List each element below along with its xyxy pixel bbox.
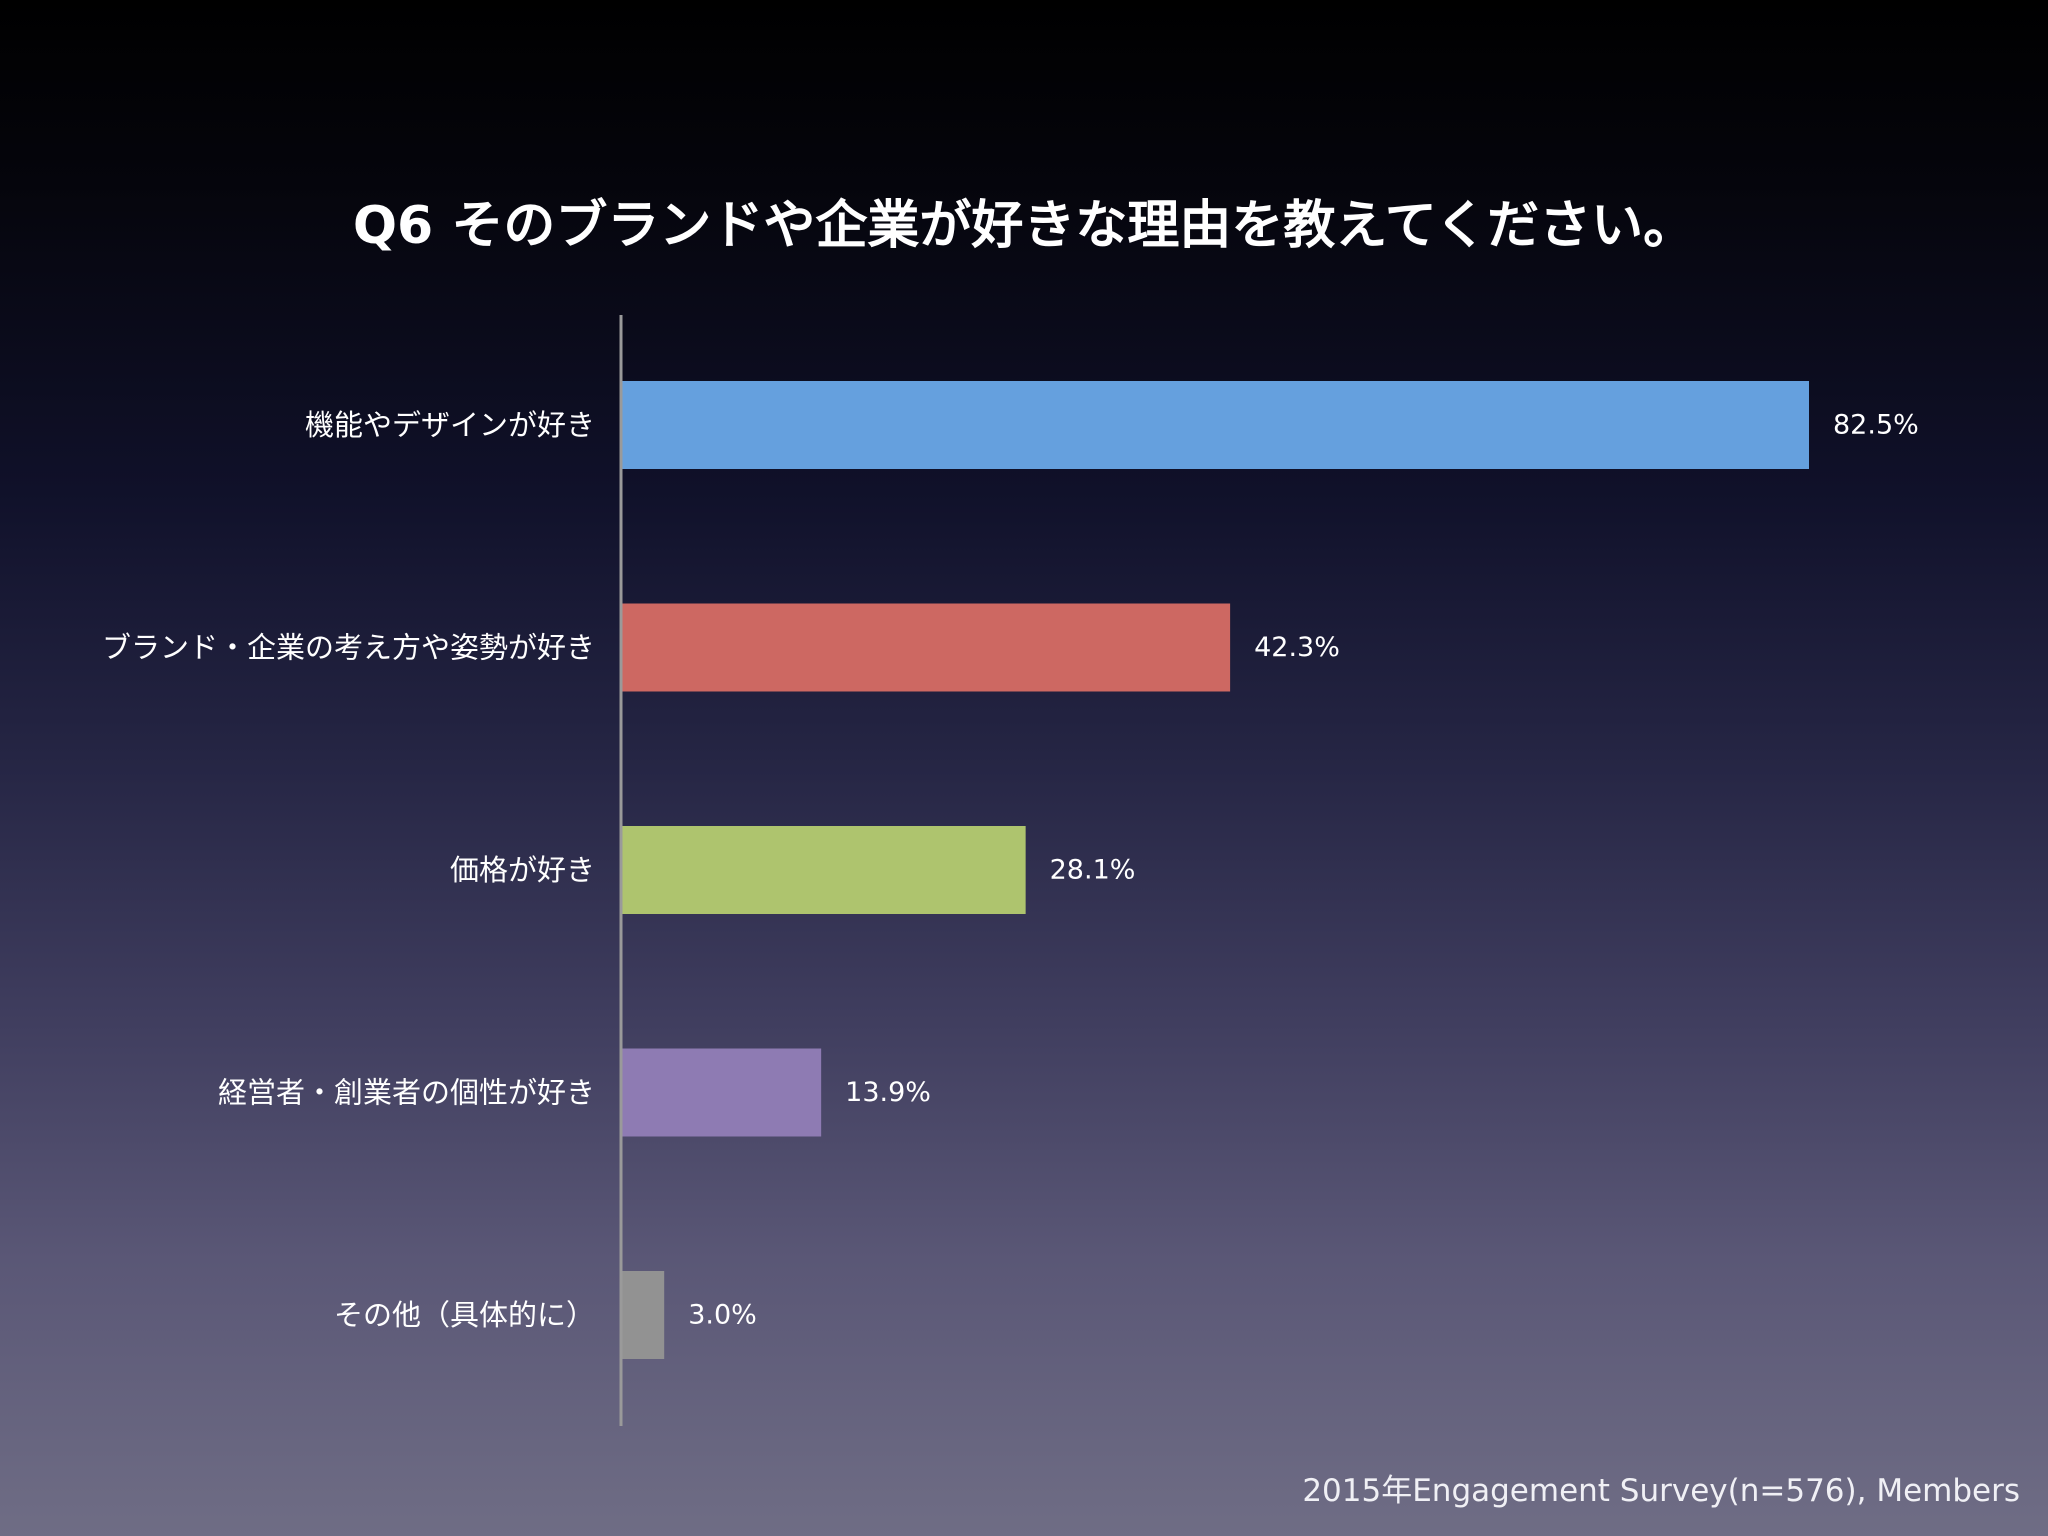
bar-0 — [621, 381, 1809, 469]
category-label-2: 価格が好き — [450, 853, 595, 887]
bar-3 — [621, 1048, 822, 1137]
value-label-4: 3.0% — [688, 1300, 757, 1331]
category-label-1: ブランド・企業の考え方や姿勢が好き — [102, 631, 595, 665]
chart-title: Q6 そのブランドや企業が好きな理由を教えてください。 — [352, 196, 1696, 256]
value-label-1: 42.3% — [1254, 632, 1340, 663]
survey-source-note: 2015年Engagement Survey(n=576), Members — [1302, 1473, 2020, 1509]
category-label-3: 経営者・創業者の個性が好き — [218, 1076, 595, 1110]
bar-4 — [621, 1271, 665, 1359]
bars-layer: 機能やデザインが好き 82.5% ブランド・企業の考え方や姿勢が好き 42.3% 価格が… — [102, 381, 1919, 1359]
bar-1 — [621, 603, 1231, 692]
category-label-0: 機能やデザインが好き — [305, 408, 595, 442]
value-label-3: 13.9% — [845, 1077, 931, 1108]
bar-2 — [621, 826, 1026, 914]
value-label-2: 28.1% — [1050, 855, 1136, 886]
category-label-4: その他（具体的に） — [334, 1298, 595, 1332]
value-label-0: 82.5% — [1833, 410, 1919, 441]
